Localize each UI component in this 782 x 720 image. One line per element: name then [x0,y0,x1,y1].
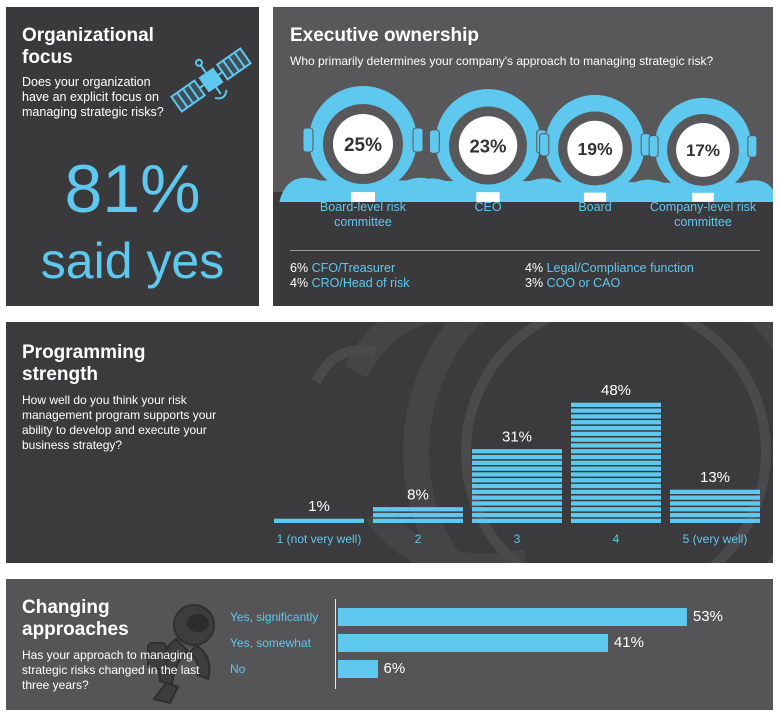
ownership-category-label: Company-level risk committee [649,200,757,229]
strength-bar [571,402,661,523]
other-owner-value: 3% [525,276,544,290]
other-owner-item: 6% CFO/Treasurer [290,261,395,276]
strength-category-label: 5 (very well) [682,532,748,546]
approach-value-label: 6% [383,660,406,677]
strength-value-label: 48% [601,382,631,399]
other-owner-label: CFO/Treasurer [311,261,396,275]
ownership-value-label: 17% [686,141,720,160]
strength-category-label: 3 [513,532,521,546]
ownership-helmet [406,88,570,202]
astronaut-icon [147,604,215,705]
ownership-helmet [627,97,773,202]
ownership-category-label: Board-level risk committee [319,200,407,229]
approach-bar [338,608,687,626]
strength-bar [373,507,463,523]
strength-value-label: 8% [407,487,429,504]
other-owner-item: 3% COO or CAO [525,276,620,291]
other-owner-value: 6% [290,261,309,275]
other-owner-label: COO or CAO [546,276,621,290]
programming-strength-title: Programming strength [22,342,146,385]
strength-bar [274,518,364,523]
executive-ownership-question: Who primarily determines your company's … [290,54,714,68]
strength-bar [670,489,760,523]
organizational-focus-question: Does your organization have an explicit … [22,75,164,119]
executive-ownership-divider [290,250,760,251]
organizational-focus-value: 81% [64,151,201,227]
approach-category-label: No [230,662,246,676]
ownership-value-label: 23% [469,135,506,156]
satellite-icon [170,47,252,113]
ownership-category-label: Board [578,200,612,214]
ownership-value-label: 25% [344,135,382,156]
organizational-focus-panel: Organizational focus Does your organizat… [6,7,259,306]
strength-category-label: 2 [414,532,422,546]
strength-category-label: 1 (not very well) [276,532,362,546]
other-owner-value: 4% [525,261,544,275]
strength-bar [472,449,562,523]
approach-bar [338,660,378,678]
ownership-value-label: 19% [577,139,613,159]
ownership-visor [458,116,518,175]
approach-category-label: Yes, significantly [230,610,319,624]
organizational-focus-caption: said yes [40,233,225,289]
strength-value-label: 1% [308,498,330,515]
approach-category-label: Yes, somewhat [230,636,311,650]
executive-ownership-panel: Executive ownership Who primarily determ… [273,7,773,306]
executive-ownership-chart: 25% 23% 19% 17% [279,86,773,202]
ownership-visor [567,120,623,177]
approach-value-label: 41% [613,634,644,651]
strength-value-label: 13% [700,469,730,486]
programming-strength-panel: Programming strength How well do you thi… [6,322,773,563]
other-owner-label: Legal/Compliance function [546,261,694,275]
ownership-helmet [279,86,447,202]
ownership-category-label: CEO [474,200,502,214]
executive-ownership-title: Executive ownership [290,25,480,46]
changing-approaches-question: Has your approach to managing strategic … [22,648,200,692]
changing-approaches-title: Changing approaches [22,597,129,640]
programming-strength-question: How well do you think your risk manageme… [22,393,217,452]
other-owner-label: CRO/Head of risk [311,276,410,290]
other-owner-item: 4% Legal/Compliance function [525,261,694,276]
ownership-visor [676,123,730,177]
strength-category-label: 4 [612,532,620,546]
strength-value-label: 31% [502,429,532,446]
changing-approaches-axis [335,599,336,689]
other-owner-item: 4% CRO/Head of risk [290,276,410,291]
executive-ownership-band [273,192,773,306]
organizational-focus-title: Organizational focus [22,25,154,68]
other-owner-value: 4% [290,276,309,290]
astronaut-background-decoration [311,322,773,563]
programming-strength-chart: 1% 8% 31% 48% 13% [274,382,760,523]
ownership-visor [333,114,393,174]
approach-bar [338,634,608,652]
approach-value-label: 53% [692,608,723,625]
changing-approaches-panel: Changing approaches Has your approach to… [6,579,773,710]
